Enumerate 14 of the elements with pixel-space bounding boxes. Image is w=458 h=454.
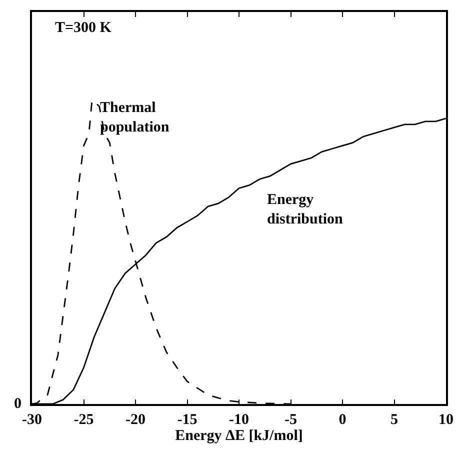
x-tick-label: -5 [284,412,297,428]
x-tick-label: -30 [22,412,42,428]
text: T=300 K [55,20,112,36]
x-tick-label: 10 [438,412,454,428]
x-tick-label: -10 [229,412,249,428]
x-tick-label: -20 [126,412,146,428]
series-label: Thermal population [100,100,170,136]
x-tick-label: -15 [177,412,198,428]
text: 0 [14,396,22,412]
series-label: Energy distribution [267,192,344,228]
x-tick-label: 0 [338,412,346,428]
x-axis-title: Energy ΔE [kJ/mol] [175,428,303,444]
x-tick-label: 5 [390,412,398,428]
x-tick-label: -25 [74,412,94,428]
